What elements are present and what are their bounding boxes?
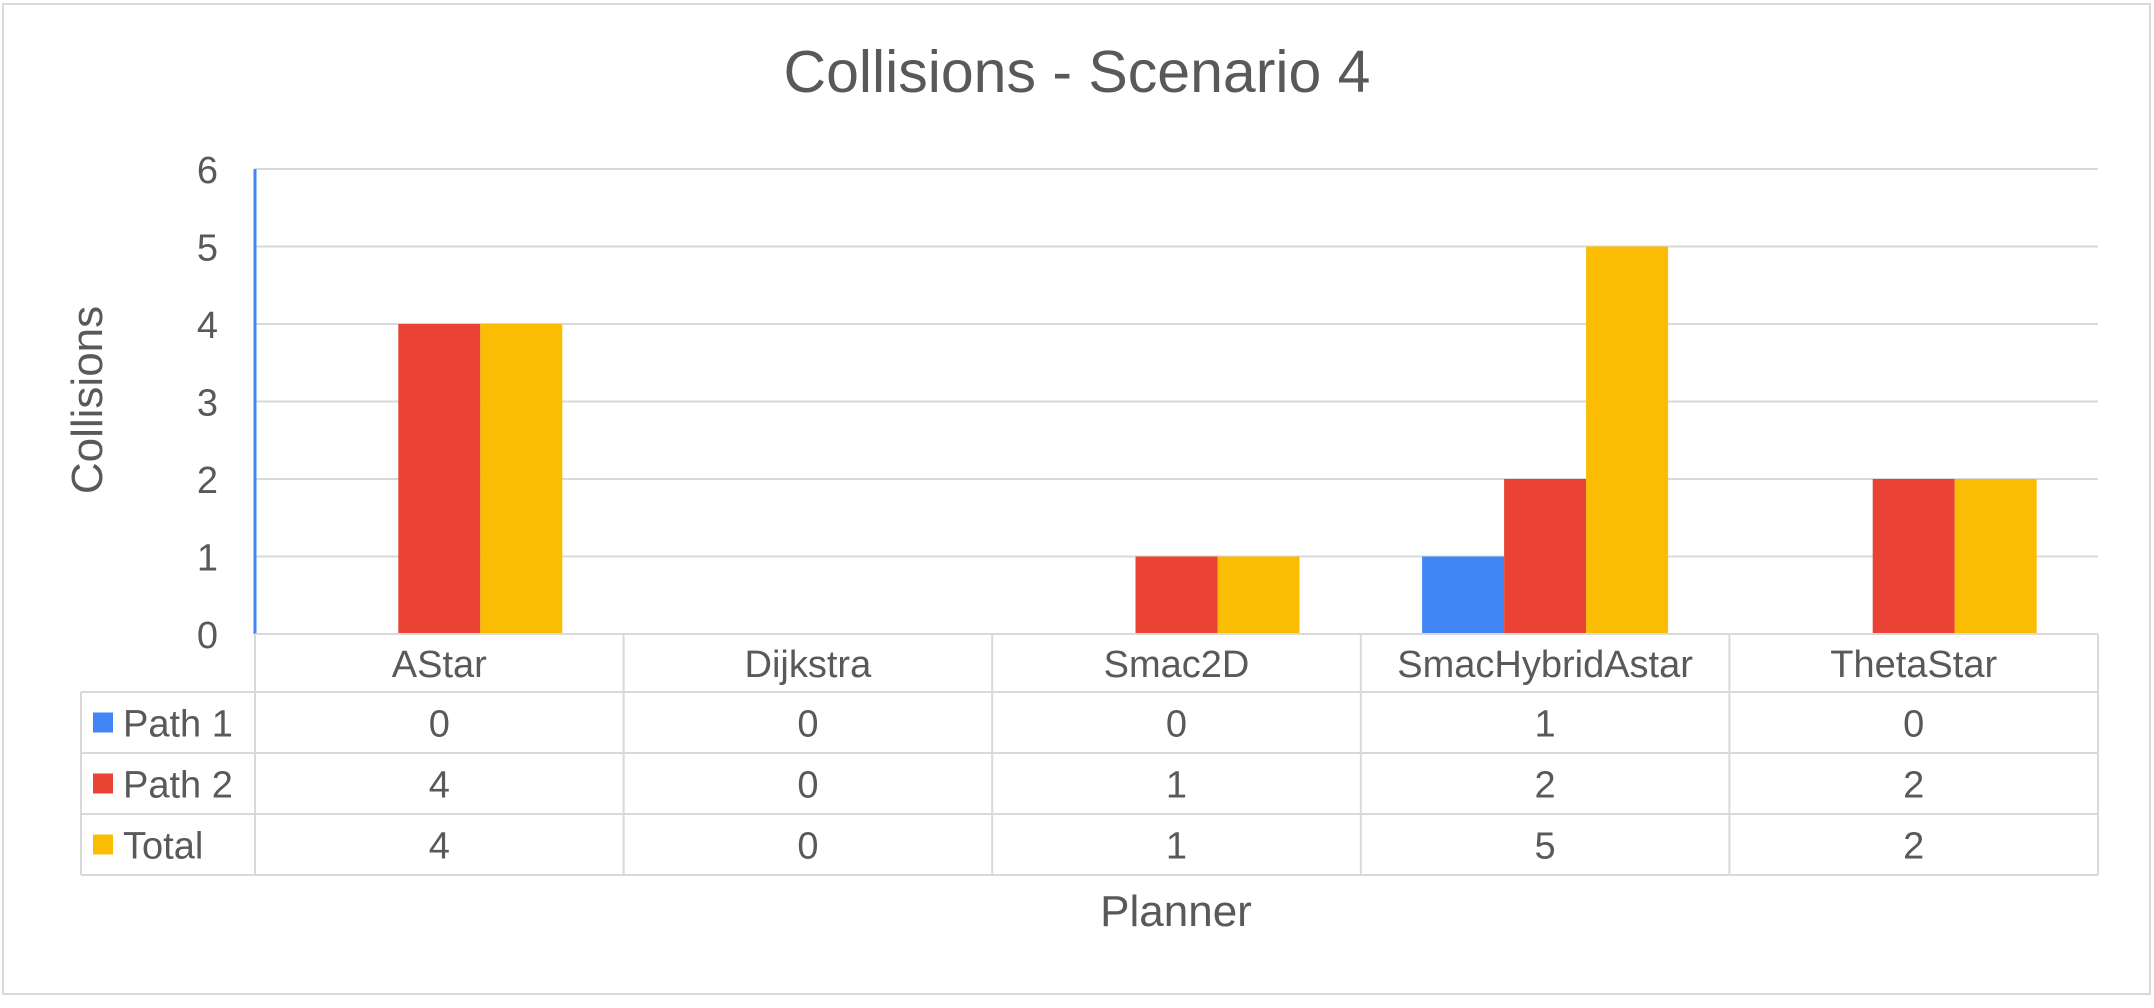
x-axis-title: Planner [1100,887,1252,936]
table-cell-value: 1 [1535,704,1556,746]
bar-total-smachybridastar [1586,246,1669,634]
bar-path-2-smac2d [1135,556,1218,634]
table-cell-value: 0 [429,704,450,746]
y-tick-label: 2 [197,460,218,502]
table-cell-value: 5 [1535,826,1556,868]
bar-path-1-smachybridastar [1422,556,1505,634]
table-cell-value: 2 [1903,765,1924,807]
y-axis-title: Collisions [63,306,112,494]
y-tick-label: 4 [197,305,218,347]
bar-total-thetastar [1954,479,2037,634]
y-tick-label: 3 [197,383,218,425]
table-cell-value: 0 [797,704,818,746]
x-tick-label: ThetaStar [1830,644,1997,686]
x-tick-label: Dijkstra [745,644,873,686]
table-cell-value: 0 [797,826,818,868]
bar-path-2-smachybridastar [1504,479,1587,634]
data-table: AStar Dijkstra Smac2D SmacHybridAstar ThetaS… [80,633,2099,876]
legend-label: Path 1 [123,704,233,746]
y-tick-label: 0 [197,615,218,657]
table-cell-value: 4 [429,826,450,868]
legend-label: Total [123,826,203,868]
y-tick-label: 6 [197,150,218,192]
x-tick-label: SmacHybridAstar [1397,644,1693,686]
x-tick-label: AStar [392,644,487,686]
legend-key [93,712,113,733]
table-cell-value: 0 [797,765,818,807]
bar-path-2-astar [398,324,481,634]
bars [398,246,2037,634]
table-cell-value: 0 [1903,704,1924,746]
table-cell-value: 1 [1166,826,1187,868]
legend-key [93,834,113,855]
bar-total-astar [480,324,563,634]
chart-title: Collisions - Scenario 4 [784,39,1371,105]
bar-total-smac2d [1217,556,1300,634]
table-cell-value: 2 [1903,826,1924,868]
table-cell-value: 0 [1166,704,1187,746]
legend-label: Path 2 [123,765,233,807]
y-tick-label: 5 [197,228,218,270]
bar-path-2-thetastar [1872,479,1955,634]
table-cell-value: 2 [1535,765,1556,807]
x-tick-label: Smac2D [1104,644,1250,686]
chart-border [2,3,2151,995]
table-cell-value: 4 [429,765,450,807]
table-cell-value: 1 [1166,765,1187,807]
y-tick-label: 1 [197,538,218,580]
y-tick-labels: 0 1 2 3 4 5 6 [197,150,218,657]
legend-key [93,773,113,794]
